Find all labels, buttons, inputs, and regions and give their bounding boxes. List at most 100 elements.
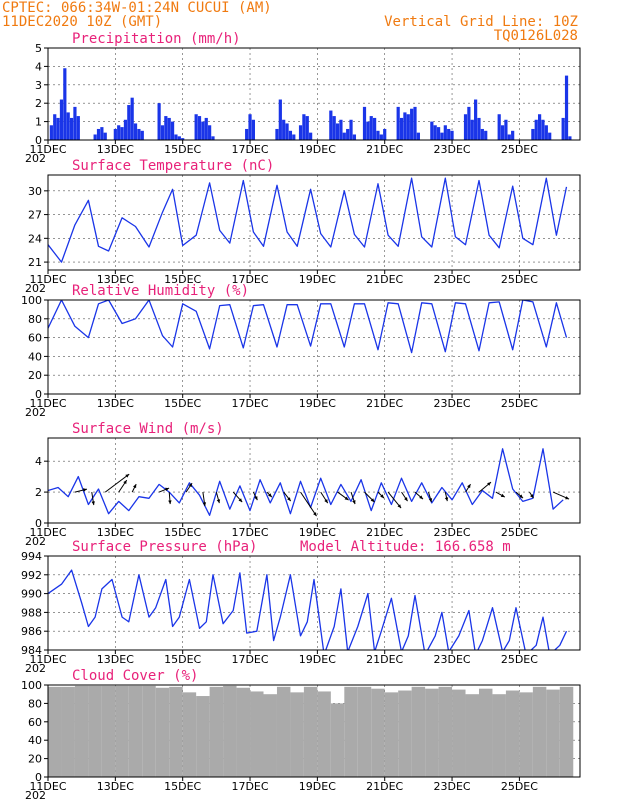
precip-bar (49, 125, 53, 140)
precip-bar (157, 103, 161, 140)
cloud-ytick-label: 80 (28, 697, 42, 710)
precip-xtick-label: 11DEC (29, 143, 66, 156)
precip-bar (352, 134, 357, 140)
precip-bar (137, 128, 141, 140)
rh-xtick-label: 11DEC (29, 397, 66, 410)
precip-bar (544, 125, 548, 140)
precip-bar (349, 119, 353, 140)
precip-ytick-label: 1 (35, 116, 42, 129)
cloud-bar (182, 692, 197, 777)
press-ytick-label: 994 (21, 550, 42, 563)
precip-bar (288, 130, 293, 140)
precip-ytick-label: 3 (35, 79, 42, 92)
precip-bar (470, 119, 474, 140)
precip-bar (366, 121, 370, 140)
precip-bar (305, 116, 309, 140)
cloud-bar (384, 692, 399, 777)
cloud-bar (236, 687, 251, 777)
cloud-bar (101, 685, 116, 777)
precip-bar (133, 123, 138, 140)
precip-bar (399, 117, 404, 140)
cloud-xtick-label: 23DEC (433, 780, 470, 793)
cloud-xtick-label: 17DEC (231, 780, 268, 793)
cloud-bar (438, 686, 453, 777)
precip-bar (53, 114, 57, 140)
wind-xtick-label: 25DEC (501, 526, 538, 539)
precip-bar (282, 119, 286, 140)
wind-arrowhead (254, 496, 258, 501)
wind-arrowhead (380, 494, 384, 499)
wind-xtick-label: 11DEC (29, 526, 66, 539)
precip-bar (463, 114, 468, 140)
temp-xtick-label: 19DEC (299, 273, 336, 286)
cloud-bar (303, 686, 318, 777)
cloud-bar (452, 689, 466, 777)
wind-panel: 0 2 4 11DEC 13DEC 15DEC 17DEC 19DEC 21DEC 23DEC 25… (25, 421, 581, 548)
precip-bar (167, 117, 171, 140)
precip-bar (497, 114, 501, 140)
cloud-bar (425, 688, 439, 777)
precip-bar (211, 136, 215, 140)
precip-bar (335, 123, 340, 140)
precip-bar (100, 127, 104, 140)
wind-arrowhead (133, 484, 137, 489)
wind-frame (47, 437, 581, 524)
wind-arrowhead (238, 498, 243, 503)
cloud-bar (492, 694, 506, 777)
cloud-bar (223, 685, 237, 777)
wind-arrowhead (530, 494, 534, 499)
precip-bar (561, 117, 565, 140)
wind-arrowhead (397, 504, 402, 509)
precip-bar (245, 128, 249, 140)
header-model: TQ0126L028 (494, 28, 578, 44)
rh-ytick-label: 100 (21, 294, 42, 307)
precip-bar (369, 116, 373, 140)
wind-xtick-label: 21DEC (366, 526, 403, 539)
rh-xtick-label: 13DEC (97, 397, 134, 410)
wind-arrow (104, 473, 130, 493)
cloud-bar (290, 692, 304, 777)
wind-arrowhead (370, 498, 375, 503)
cloud-ytick-label: 20 (28, 753, 42, 766)
precip-bar (443, 125, 447, 140)
precip-bar (120, 127, 124, 140)
rh-xtick-label: 21DEC (366, 397, 403, 410)
precip-bar (103, 132, 107, 140)
wind-arrowhead (404, 497, 408, 502)
wind-arrowhead (168, 500, 172, 505)
cloud-bar (250, 691, 264, 777)
precip-bar (76, 116, 80, 140)
wind-xtick-label: 13DEC (97, 526, 134, 539)
precip-bar (66, 112, 70, 140)
temp-xtick-label: 23DEC (433, 273, 470, 286)
precip-bar (500, 125, 505, 140)
precip-bar (329, 110, 333, 140)
cloud-bar (546, 689, 560, 777)
cloud-bar (128, 685, 143, 777)
cloud-ytick-label: 100 (21, 679, 42, 692)
cloud-bar (478, 688, 493, 777)
cloud-xtick-label: 25DEC (501, 780, 538, 793)
temp-xtick-label: 11DEC (29, 273, 66, 286)
wind-arrowhead (519, 494, 523, 499)
cloud-bar (142, 685, 156, 777)
precip-bar (140, 130, 144, 140)
wind-arrowhead (419, 495, 423, 500)
rh-xtick-label: 17DEC (231, 397, 268, 410)
precip-bar (410, 108, 414, 140)
cloud-bar (398, 690, 412, 777)
precip-bar (416, 132, 420, 140)
cloud-xtick-label: 21DEC (366, 780, 403, 793)
precip-bar (56, 117, 60, 140)
temp-ytick-label: 30 (28, 185, 42, 198)
cloud-bar (169, 686, 183, 777)
precip-ytick-label: 2 (35, 97, 42, 110)
press-xtick-label: 23DEC (433, 653, 470, 666)
precip-title: Precipitation (mm/h) (72, 31, 241, 47)
precip-xtick-label: 19DEC (299, 143, 336, 156)
rh-ytick-label: 20 (28, 369, 42, 382)
precip-bar (537, 114, 542, 140)
wind-arrowhead (565, 496, 570, 500)
precip-bar (117, 125, 121, 140)
